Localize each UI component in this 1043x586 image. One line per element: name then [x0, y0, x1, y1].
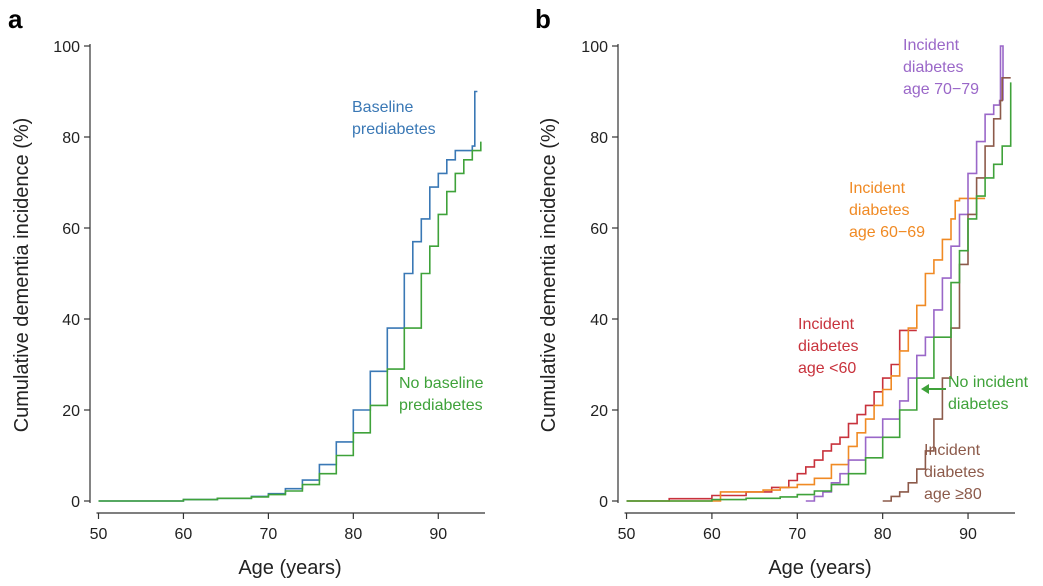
- x-tick-label: 70: [259, 526, 277, 543]
- y-tick-label: 20: [590, 403, 608, 420]
- y-tick-label: 40: [62, 312, 80, 329]
- annotation-line: diabetes: [924, 464, 985, 481]
- y-tick-label: 0: [599, 494, 608, 511]
- series-line-1: [626, 197, 986, 502]
- panel-b-ylabel: Cumulative dementia incidence (%): [538, 118, 560, 433]
- series-line-2: [805, 45, 1004, 502]
- y-tick-label: 60: [62, 221, 80, 238]
- x-tick-label: 50: [90, 526, 108, 543]
- panel-b-xlabel: Age (years): [768, 557, 871, 579]
- y-tick-label: 80: [62, 130, 80, 147]
- panel-b-letter: b: [535, 4, 551, 34]
- panel-a-xlabel: Age (years): [238, 557, 341, 579]
- annotation-line: diabetes: [849, 202, 910, 219]
- x-tick-label: 90: [429, 526, 447, 543]
- annotation-line: No incident: [948, 374, 1029, 391]
- x-tick-label: 80: [874, 526, 892, 543]
- x-tick-label: 70: [788, 526, 806, 543]
- annotation-line: diabetes: [903, 59, 964, 76]
- series-line-3: [882, 77, 1011, 502]
- annotation-line: Baseline: [352, 99, 413, 116]
- series-annotation-3: Incident diabetes age ≥80: [924, 442, 985, 503]
- annotation-line: age 70−79: [903, 81, 979, 98]
- panel-b: b Cumulative dementia incidence (%) Age …: [535, 4, 1029, 579]
- panel-a-letter: a: [8, 4, 23, 34]
- series-annotation-1: Incident diabetes age 60−69: [849, 180, 925, 241]
- annotation-line: age <60: [798, 360, 856, 377]
- annotation-line: Incident: [849, 180, 906, 197]
- series-annotation-2: Incident diabetes age 70−79: [903, 37, 979, 98]
- x-tick-label: 90: [959, 526, 977, 543]
- series-line-0: [626, 329, 917, 502]
- y-tick-label: 60: [590, 221, 608, 238]
- annotation-line: No baseline: [399, 375, 484, 392]
- y-tick-label: 100: [581, 39, 608, 56]
- annotation-line: diabetes: [798, 338, 859, 355]
- annotation-line: Incident: [924, 442, 981, 459]
- series-annotation-0: Baseline prediabetes: [352, 99, 436, 138]
- panel-a-ylabel: Cumulative dementia incidence (%): [11, 118, 33, 433]
- annotation-line: prediabetes: [352, 121, 436, 138]
- y-tick-label: 80: [590, 130, 608, 147]
- x-tick-label: 80: [344, 526, 362, 543]
- y-tick-label: 40: [590, 312, 608, 329]
- annotation-line: age ≥80: [924, 486, 982, 503]
- series-annotation-4: No incident diabetes: [948, 374, 1029, 413]
- y-tick-label: 20: [62, 403, 80, 420]
- series-line-1: [98, 141, 482, 502]
- arrow-head: [921, 384, 929, 394]
- series-annotation-0: Incident diabetes age <60: [798, 316, 859, 377]
- annotation-line: Incident: [903, 37, 960, 54]
- annotation-line: age 60−69: [849, 224, 925, 241]
- x-tick-label: 50: [618, 526, 636, 543]
- y-tick-label: 100: [53, 39, 80, 56]
- panel-a: a Cumulative dementia incidence (%) Age …: [8, 4, 485, 579]
- annotation-line: Incident: [798, 316, 855, 333]
- series-line-4: [626, 82, 1012, 502]
- series-annotation-1: No baseline prediabetes: [399, 375, 484, 414]
- annotation-line: diabetes: [948, 396, 1009, 413]
- annotation-line: prediabetes: [399, 397, 483, 414]
- x-tick-label: 60: [703, 526, 721, 543]
- x-tick-label: 60: [175, 526, 193, 543]
- y-tick-label: 0: [71, 494, 80, 511]
